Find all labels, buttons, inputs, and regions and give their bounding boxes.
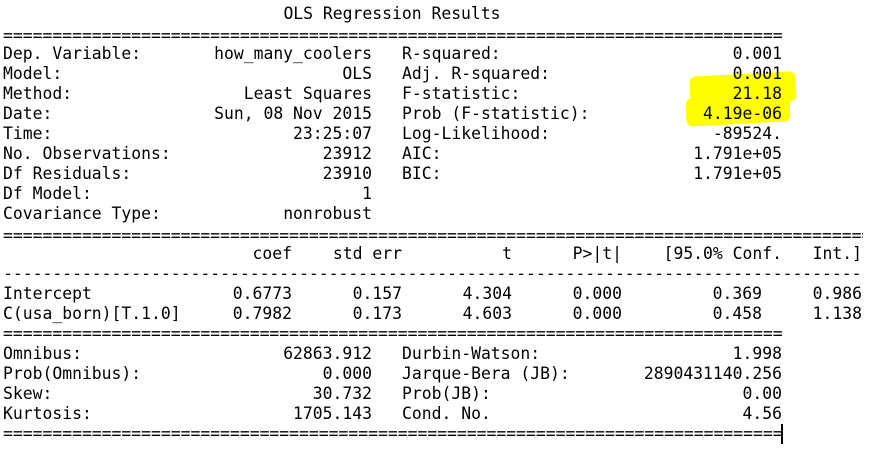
- value-skew: 30.732: [312, 384, 372, 403]
- text-cursor: [781, 424, 783, 444]
- label-prob-omnibus: Prob(Omnibus):: [3, 364, 142, 383]
- value-df-model: 1: [362, 184, 372, 203]
- value-durbin-watson: 1.998: [732, 344, 782, 363]
- value-prob-omnibus: 0.000: [322, 364, 372, 383]
- cell-conf-high: 1.138: [812, 304, 862, 323]
- label-log-likelihood: Log-Likelihood:: [402, 124, 551, 143]
- cell-conf-low: 0.458: [712, 304, 762, 323]
- rule-top: ========================================…: [3, 26, 782, 45]
- value-date: Sun, 08 Nov 2015: [214, 104, 372, 123]
- value-jarque-bera: 2890431140.256: [643, 364, 782, 383]
- value-method: Least Squares: [243, 84, 372, 103]
- row-name-intercept: Intercept: [3, 284, 92, 303]
- label-adj-r-squared: Adj. R-squared:: [402, 64, 551, 83]
- value-no-observations: 23912: [322, 144, 372, 163]
- label-df-model: Df Model:: [3, 184, 92, 203]
- value-bic: 1.791e+05: [693, 164, 782, 183]
- rule-bottom: ========================================…: [3, 424, 782, 443]
- label-aic: AIC:: [402, 144, 442, 163]
- label-durbin-watson: Durbin-Watson:: [402, 344, 541, 363]
- label-prob-f-statistic: Prob (F-statistic):: [402, 104, 590, 123]
- cell-t: 4.603: [462, 304, 512, 323]
- label-r-squared: R-squared:: [402, 44, 501, 63]
- row-name-usa-born: C(usa_born)[T.1.0]: [3, 304, 181, 323]
- label-f-statistic: F-statistic:: [402, 84, 521, 103]
- value-dep-variable: how_many_coolers: [214, 44, 372, 63]
- rule-dashes: ----------------------------------------…: [3, 264, 863, 283]
- header-conf-high: Int.]: [812, 244, 862, 263]
- rule-after-top: ========================================…: [3, 226, 863, 245]
- label-omnibus: Omnibus:: [3, 344, 82, 363]
- cell-std-err: 0.157: [352, 284, 402, 303]
- header-std-err: std err: [332, 244, 402, 263]
- value-covariance-type: nonrobust: [283, 204, 372, 223]
- label-time: Time:: [3, 124, 53, 143]
- cell-conf-high: 0.986: [812, 284, 862, 303]
- value-aic: 1.791e+05: [693, 144, 782, 163]
- label-method: Method:: [3, 84, 73, 103]
- header-p-value: P>|t|: [572, 244, 622, 263]
- value-model: OLS: [342, 64, 372, 83]
- cell-p-value: 0.000: [572, 304, 622, 323]
- value-prob-jb: 0.00: [742, 384, 782, 403]
- value-r-squared: 0.001: [732, 44, 782, 63]
- cell-coef: 0.6773: [232, 284, 292, 303]
- label-kurtosis: Kurtosis:: [3, 404, 92, 423]
- label-date: Date:: [3, 104, 53, 123]
- cell-t: 4.304: [462, 284, 512, 303]
- label-bic: BIC:: [402, 164, 442, 183]
- value-df-residuals: 23910: [322, 164, 372, 183]
- label-no-observations: No. Observations:: [3, 144, 171, 163]
- cell-std-err: 0.173: [352, 304, 402, 323]
- header-conf-low: [95.0% Conf.: [663, 244, 782, 263]
- label-prob-jb: Prob(JB):: [402, 384, 491, 403]
- value-adj-r-squared: 0.001: [732, 64, 782, 83]
- cell-conf-low: 0.369: [712, 284, 762, 303]
- value-omnibus: 62863.912: [283, 344, 372, 363]
- value-log-likelihood: -89524.: [712, 124, 782, 143]
- label-cond-no: Cond. No.: [402, 404, 491, 423]
- value-cond-no: 4.56: [742, 404, 782, 423]
- value-time: 23:25:07: [293, 124, 372, 143]
- value-f-statistic: 21.18: [732, 84, 782, 103]
- page-title: OLS Regression Results: [283, 4, 501, 23]
- label-model: Model:: [3, 64, 63, 83]
- label-skew: Skew:: [3, 384, 53, 403]
- header-coef: coef: [252, 244, 292, 263]
- label-jarque-bera: Jarque-Bera (JB):: [402, 364, 570, 383]
- label-dep-variable: Dep. Variable:: [3, 44, 142, 63]
- label-covariance-type: Covariance Type:: [3, 204, 161, 223]
- cell-p-value: 0.000: [572, 284, 622, 303]
- header-t: t: [502, 244, 512, 263]
- rule-after-coef: ========================================…: [3, 324, 782, 343]
- value-kurtosis: 1705.143: [293, 404, 372, 423]
- value-prob-f-statistic: 4.19e-06: [703, 104, 782, 123]
- cell-coef: 0.7982: [232, 304, 292, 323]
- label-df-residuals: Df Residuals:: [3, 164, 132, 183]
